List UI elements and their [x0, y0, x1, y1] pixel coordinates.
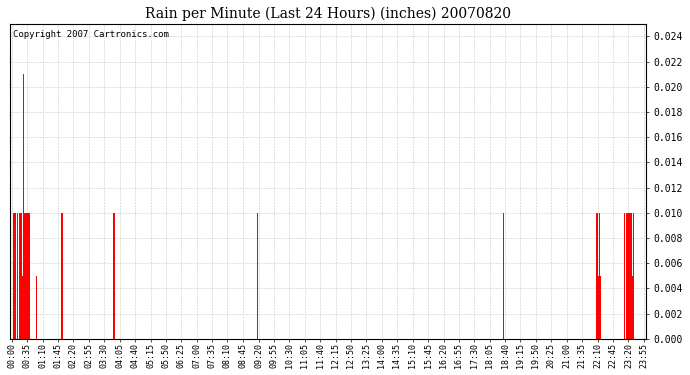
Text: Copyright 2007 Cartronics.com: Copyright 2007 Cartronics.com — [13, 30, 168, 39]
Title: Rain per Minute (Last 24 Hours) (inches) 20070820: Rain per Minute (Last 24 Hours) (inches)… — [145, 7, 511, 21]
